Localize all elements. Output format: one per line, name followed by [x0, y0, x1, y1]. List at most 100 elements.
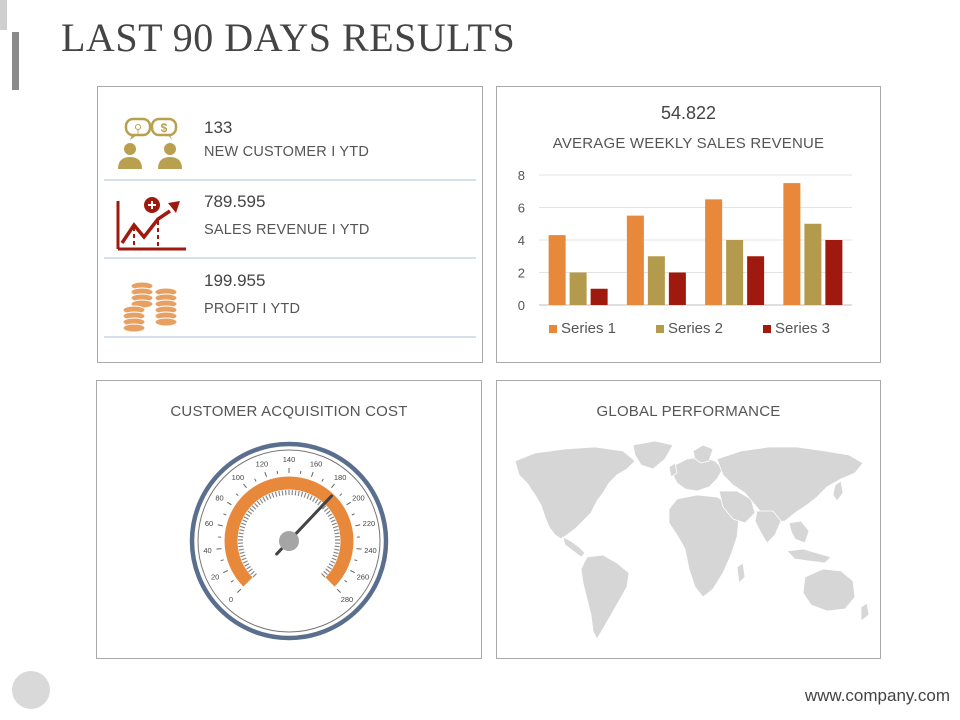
y-tick-label: 8 — [518, 168, 525, 183]
gauge-minor-tick — [331, 522, 337, 526]
chart-top-value: 54.822 — [660, 103, 717, 123]
gauge-tick — [336, 588, 341, 593]
gauge-minor-tick — [246, 565, 251, 570]
gauge-minor-tick — [309, 495, 313, 501]
middle-east — [718, 490, 756, 524]
gauge-minor-tick — [306, 493, 310, 499]
gauge-tick — [264, 471, 268, 477]
divider — [104, 257, 476, 259]
gauge-tick — [321, 478, 324, 482]
gauge-hub — [279, 531, 299, 551]
europe — [672, 456, 724, 492]
gauge-tick — [230, 579, 234, 583]
kpi-label: PROFIT I YTD — [204, 301, 301, 317]
svg-text:$: $ — [161, 121, 168, 135]
gauge-tick — [354, 559, 358, 562]
legend-label: Series 2 — [668, 320, 723, 337]
gauge-tick — [310, 471, 314, 477]
footer-circle — [12, 671, 50, 709]
bar-series-1 — [548, 235, 566, 305]
legend-label: Series 1 — [561, 320, 616, 337]
bar-series-1 — [626, 215, 644, 305]
accent-bar — [12, 32, 19, 90]
gauge-title: CUSTOMER ACQUISITION COST — [170, 403, 408, 420]
gauge-minor-tick — [262, 496, 266, 502]
gauge-minor-tick — [239, 529, 245, 532]
new-zealand — [860, 602, 870, 622]
gauge-tick — [220, 559, 224, 562]
gauge-tick — [350, 570, 355, 574]
gauge-minor-tick — [256, 500, 261, 506]
gauge-tick — [331, 483, 335, 489]
gauge-minor-tick — [327, 565, 332, 570]
south-america — [580, 554, 630, 640]
gauge-minor-tick — [244, 563, 250, 567]
gauge-tick — [216, 548, 222, 550]
y-tick-label: 4 — [518, 233, 525, 248]
gauge-minor-tick — [317, 500, 322, 506]
gauge-minor-tick — [333, 529, 339, 532]
gauge-minor-tick — [271, 492, 275, 498]
gauge-tick — [235, 493, 239, 497]
kpi-panel: ⚲ $ 133 NEW CUSTOMER I YTD 789.595 SALES… — [97, 86, 483, 363]
footer-url[interactable]: www.company.com — [804, 686, 950, 705]
gauge-tick — [346, 501, 352, 506]
japan — [832, 480, 844, 502]
gauge-tick-label: 80 — [215, 493, 223, 502]
gauge-minor-tick — [239, 525, 246, 529]
gauge-minor-tick — [321, 505, 327, 510]
gauge-tick-label: 60 — [205, 519, 213, 528]
gauge-minor-tick — [334, 532, 340, 535]
gauge-minor-tick — [303, 492, 307, 498]
gauge-minor-tick — [325, 510, 331, 515]
legend-swatch — [549, 325, 557, 333]
bar-series-1 — [705, 199, 723, 305]
page-title: LAST 90 DAYS RESULTS — [61, 15, 516, 60]
gauge-minor-tick — [249, 507, 255, 512]
map-panel: GLOBAL PERFORMANCE — [496, 380, 881, 659]
y-tick-label: 2 — [518, 266, 525, 281]
gauge-minor-tick — [251, 505, 257, 510]
gauge-minor-tick — [252, 573, 257, 578]
gauge-minor-tick — [242, 519, 248, 523]
gauge-tick-label: 220 — [363, 519, 376, 528]
bar-series-2 — [804, 223, 822, 305]
customers-exchange-icon: ⚲ $ — [118, 117, 182, 169]
gauge-minor-tick — [242, 560, 248, 564]
gauge-tick — [223, 570, 228, 574]
gauge-tick-label: 260 — [357, 573, 370, 582]
bar-series-2 — [569, 272, 587, 305]
greenland — [632, 440, 674, 470]
gauge-arc — [224, 476, 354, 587]
divider — [104, 179, 476, 181]
gauge-minor-tick — [328, 563, 334, 567]
gauge-tick — [217, 524, 223, 527]
gauge-minor-tick — [268, 493, 272, 499]
y-tick-label: 6 — [518, 201, 525, 216]
gauge-tick — [339, 493, 343, 497]
gauge-minor-tick — [331, 557, 337, 561]
north-america — [514, 446, 636, 540]
bar-series-3 — [590, 288, 608, 305]
bar-series-3 — [825, 240, 843, 305]
gauge-minor-tick — [243, 516, 249, 520]
gauge-minor-tick — [332, 554, 338, 558]
gauge-tick-label: 200 — [352, 493, 365, 502]
gauge-minor-tick — [300, 491, 304, 497]
gauge-minor-tick — [274, 491, 278, 497]
gauge-minor-tick — [240, 554, 246, 558]
indonesia — [786, 548, 832, 564]
gauge-minor-tick — [312, 496, 316, 502]
gauge-minor-tick — [254, 502, 259, 508]
gauge-minor-tick — [248, 568, 253, 573]
gauge-minor-tick — [323, 570, 328, 576]
gauge-minor-tick — [334, 548, 340, 551]
scandinavia — [692, 444, 714, 464]
gauge-tick-label: 20 — [211, 573, 219, 582]
legend-label: Series 3 — [775, 320, 830, 337]
gauge-minor-tick — [333, 551, 339, 555]
india — [754, 510, 782, 544]
gauge-tick — [223, 513, 227, 516]
gauge-minor-tick — [241, 522, 247, 526]
speedometer-gauge: 0 20 40 60 80 100 120 140 160 180 200 220 240 260 280 — [189, 441, 389, 641]
